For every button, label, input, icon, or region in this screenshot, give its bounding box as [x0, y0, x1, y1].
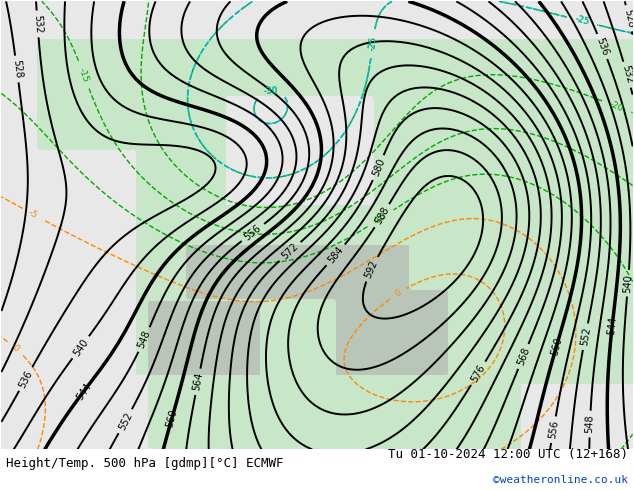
Text: 540: 540	[623, 273, 633, 293]
Text: 536: 536	[17, 368, 34, 390]
Text: -20: -20	[608, 99, 625, 114]
Text: 588: 588	[373, 205, 391, 226]
Text: 580: 580	[370, 157, 387, 178]
Text: 544: 544	[74, 381, 93, 402]
Text: 528: 528	[622, 8, 634, 28]
Text: 548: 548	[136, 329, 152, 350]
Text: -15: -15	[77, 66, 91, 83]
Text: 528: 528	[11, 59, 23, 79]
Text: 560: 560	[549, 336, 564, 357]
Text: 0: 0	[10, 343, 20, 353]
Text: 564: 564	[191, 372, 204, 392]
Text: 552: 552	[579, 327, 592, 347]
Text: 592: 592	[363, 259, 380, 280]
Text: 584: 584	[326, 245, 346, 265]
Text: 560: 560	[165, 408, 179, 429]
Text: 540: 540	[71, 337, 90, 358]
Text: -25: -25	[367, 36, 378, 51]
Text: 572: 572	[280, 242, 301, 262]
Text: 532: 532	[620, 64, 634, 85]
Text: -5: -5	[27, 208, 39, 220]
Text: 548: 548	[585, 415, 595, 434]
Text: 0: 0	[393, 288, 403, 299]
Text: -25: -25	[574, 15, 590, 27]
Text: 552: 552	[117, 411, 134, 432]
Text: 568: 568	[515, 346, 531, 367]
Text: 576: 576	[469, 363, 487, 384]
Text: 544: 544	[606, 316, 618, 335]
Text: 532: 532	[32, 14, 43, 33]
Text: -25: -25	[574, 15, 590, 27]
Text: -10: -10	[372, 210, 389, 226]
Text: ©weatheronline.co.uk: ©weatheronline.co.uk	[493, 475, 628, 485]
Text: Height/Temp. 500 hPa [gdmp][°C] ECMWF: Height/Temp. 500 hPa [gdmp][°C] ECMWF	[6, 457, 284, 470]
Text: -30: -30	[263, 86, 279, 97]
Text: Tu 01-10-2024 12:00 UTC (12+168): Tu 01-10-2024 12:00 UTC (12+168)	[387, 447, 628, 461]
Text: 536: 536	[595, 36, 610, 57]
Text: 556: 556	[547, 420, 560, 440]
Text: -25: -25	[367, 36, 378, 51]
Text: 556: 556	[243, 222, 263, 242]
Text: -30: -30	[263, 86, 279, 97]
